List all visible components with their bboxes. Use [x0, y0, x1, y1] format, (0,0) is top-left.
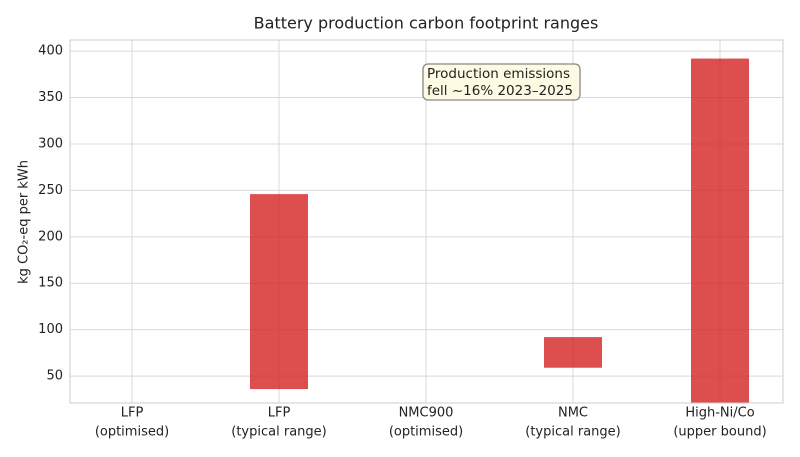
bar: [691, 58, 749, 403]
y-tick-label: 250: [38, 183, 63, 198]
chart-title: Battery production carbon footprint rang…: [254, 14, 599, 33]
annotation-box: [422, 63, 581, 101]
x-tick-label: (upper bound): [673, 425, 766, 440]
y-tick-label: 200: [38, 229, 63, 244]
annotation: fell ~16% 2023–2025: [427, 83, 573, 99]
y-tick-label: 300: [38, 136, 63, 151]
x-tick-label: (optimised): [95, 425, 169, 440]
y-tick-label: 100: [38, 322, 63, 337]
x-tick-label: (typical range): [525, 425, 620, 440]
y-tick-label: 150: [38, 276, 63, 291]
y-tick-label: 400: [38, 44, 63, 59]
y-tick-label: 50: [46, 369, 63, 384]
bar: [544, 337, 602, 368]
x-tick-label: LFP: [268, 406, 291, 421]
x-tick-label: (optimised): [389, 425, 463, 440]
bar: [250, 194, 308, 390]
y-tick-label: 350: [38, 90, 63, 105]
annotation: Production emissions: [427, 66, 570, 82]
x-tick-label: NMC: [558, 406, 588, 421]
x-tick-label: LFP: [121, 406, 144, 421]
x-tick-label: High-Ni/Co: [685, 406, 754, 421]
x-tick-label: (typical range): [231, 425, 326, 440]
plot-frame: [69, 39, 784, 404]
x-tick-label: NMC900: [399, 406, 454, 421]
y-axis-label: kg CO₂-eq per kWh: [17, 160, 32, 284]
